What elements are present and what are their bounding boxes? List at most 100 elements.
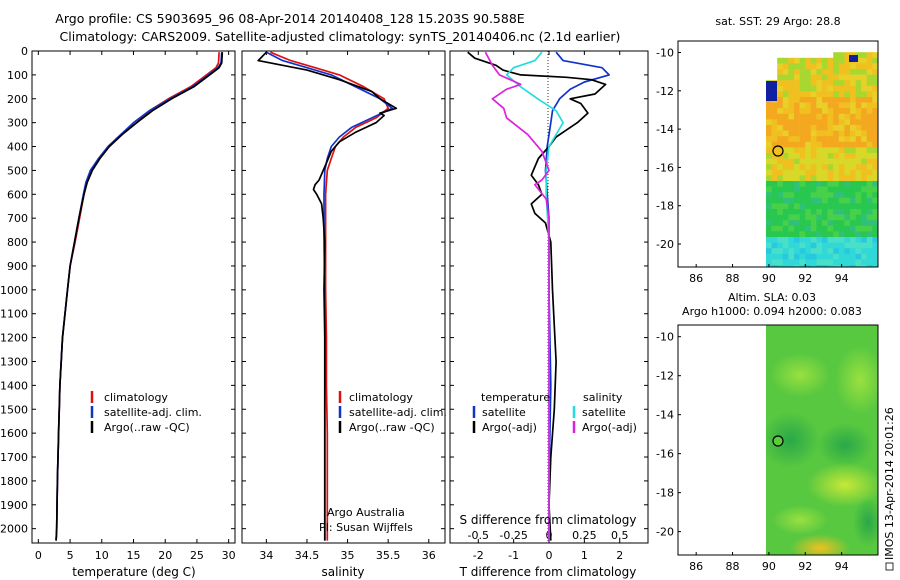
- sst-cell: [766, 203, 772, 210]
- sst-cell: [788, 74, 795, 81]
- sst-cell: [816, 74, 823, 81]
- sst-cell: [777, 186, 784, 193]
- sst-cell: [838, 253, 845, 260]
- sst-cell: [799, 57, 806, 64]
- sst-cell: [794, 192, 800, 199]
- sst-cell: [850, 209, 856, 215]
- sst-cell: [833, 164, 840, 171]
- sst-cell: [794, 57, 800, 64]
- sst-cell: [771, 141, 778, 148]
- x-tick-label: 2: [616, 549, 623, 562]
- sst-cell: [827, 91, 834, 98]
- sst-cell: [861, 214, 868, 221]
- legend-label-t-argo: Argo(-adj): [482, 421, 537, 434]
- sst-cell: [805, 108, 812, 115]
- sst-cell: [822, 136, 828, 143]
- sst-cell: [833, 259, 840, 266]
- sst-cell: [777, 214, 784, 221]
- sst-cell: [777, 237, 784, 243]
- sst-cell: [850, 125, 856, 131]
- sst-cell: [810, 175, 817, 182]
- sla-map-frame: [677, 324, 879, 556]
- sst-cell: [782, 119, 789, 126]
- sla-map: Altim. SLA: 0.03 Argo h1000: 0.094 h2000…: [656, 291, 879, 573]
- sst-cell: [788, 203, 795, 210]
- sst-cell: [850, 74, 856, 81]
- sst-cell: [777, 119, 784, 126]
- sst-cell: [799, 164, 806, 171]
- sst-cell: [810, 136, 817, 143]
- sst-cell: [766, 175, 772, 182]
- sst-cell: [766, 237, 772, 243]
- sst-cell: [782, 169, 789, 176]
- sst-cell: [777, 203, 784, 210]
- sst-cell: [816, 69, 823, 75]
- sst-cell: [827, 209, 834, 215]
- sst-cell: [855, 253, 862, 260]
- sst-cell: [782, 242, 789, 249]
- sst-cell: [872, 69, 878, 75]
- sst-cell: [782, 175, 789, 182]
- sst-cell: [810, 141, 817, 148]
- sst-cell: [861, 197, 868, 204]
- sst-cell: [850, 153, 856, 159]
- sst-cell: [833, 141, 840, 148]
- temperature-panel: 0100200300400500600700800900100011001200…: [0, 45, 236, 579]
- sst-cell: [799, 136, 806, 143]
- side-label-icon: [885, 562, 894, 571]
- side-label: IMOS 13-Apr-2014 20:01:26: [883, 407, 896, 571]
- sst-cell: [782, 237, 789, 243]
- sst-cell: [766, 220, 772, 227]
- lat-tick-label: -20: [656, 238, 674, 251]
- sst-cell: [782, 265, 789, 267]
- sst-cell: [844, 181, 851, 187]
- sst-cell: [816, 108, 823, 115]
- sst-cell: [855, 220, 862, 227]
- x-tick-label: 34: [259, 549, 273, 562]
- depth-tick-label: 300: [7, 117, 28, 130]
- sst-cell: [833, 265, 840, 267]
- sst-cell: [799, 119, 806, 126]
- depth-tick-label: 900: [7, 260, 28, 273]
- sst-cell: [816, 119, 823, 126]
- sst-cell: [810, 203, 817, 210]
- sst-cell: [861, 242, 868, 249]
- sst-cell: [861, 192, 868, 199]
- sst-cell: [799, 237, 806, 243]
- sst-cell: [850, 119, 856, 126]
- sst-cell: [844, 97, 851, 103]
- sst-cell: [788, 97, 795, 103]
- sst-cell: [794, 214, 800, 221]
- sst-cell: [833, 203, 840, 210]
- sst-cell: [805, 197, 812, 204]
- sst-cell: [866, 57, 873, 64]
- series-satellite-adj-clim: [266, 51, 394, 541]
- sst-cell: [771, 153, 778, 159]
- sst-cell: [816, 225, 823, 232]
- sst-cell: [822, 248, 828, 255]
- sst-cell: [838, 259, 845, 266]
- sst-cell: [822, 91, 828, 98]
- sst-cell: [782, 74, 789, 81]
- sst-cell: [799, 242, 806, 249]
- sst-cell: [855, 108, 862, 115]
- sst-cell: [866, 74, 873, 81]
- sst-cell: [861, 259, 868, 266]
- sst-cell: [855, 225, 862, 232]
- sst-cell: [850, 181, 856, 187]
- sst-cell: [799, 181, 806, 187]
- sst-cell: [782, 248, 789, 255]
- lon-tick-label: 88: [726, 560, 740, 573]
- series-argo-raw-qc: [55, 52, 224, 541]
- sst-cell: [850, 259, 856, 266]
- sst-cell: [794, 181, 800, 187]
- sst-cell: [794, 253, 800, 260]
- argo-location-marker: [772, 145, 784, 157]
- sst-cell: [788, 69, 795, 75]
- sst-cell: [816, 248, 823, 255]
- sst-cell: [777, 147, 784, 154]
- series-t-satellite: [544, 51, 610, 541]
- sst-cell: [822, 141, 828, 148]
- sst-cell: [794, 102, 800, 109]
- sst-cell: [861, 265, 868, 267]
